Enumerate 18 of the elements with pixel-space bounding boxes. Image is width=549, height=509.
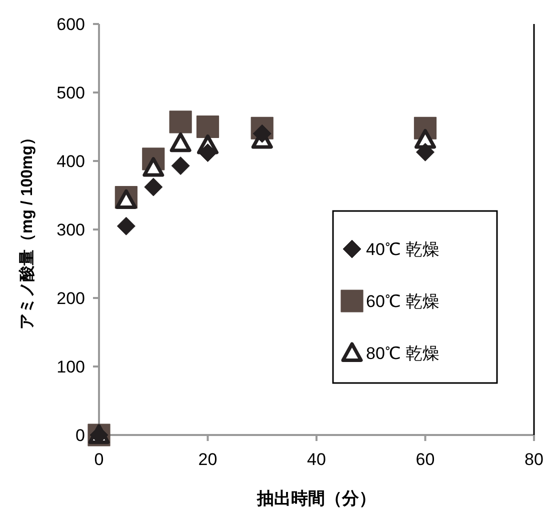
x-tick-label: 60: [416, 450, 435, 469]
y-tick-label: 0: [76, 426, 85, 445]
x-tick-label: 80: [524, 450, 544, 469]
y-tick-label: 100: [56, 358, 85, 376]
x-axis-title: 抽出時間（分）: [256, 489, 376, 508]
x-tick-label: 40: [307, 450, 326, 469]
legend-label: 60℃ 乾燥: [366, 292, 440, 311]
y-tick-label: 500: [56, 84, 85, 102]
legend-label: 80℃ 乾燥: [366, 344, 440, 363]
x-tick-label: 0: [94, 450, 104, 469]
y-axis-title: アミノ酸量（mg / 100mg）: [18, 129, 36, 330]
legend-label: 40℃ 乾燥: [366, 240, 440, 259]
legend: 40℃ 乾燥 60℃ 乾燥 80℃ 乾燥: [332, 210, 498, 384]
y-tick-label: 600: [56, 15, 85, 34]
y-tick-label: 400: [56, 152, 85, 171]
y-tick-label: 300: [56, 220, 85, 240]
y-tick-label: 200: [56, 289, 85, 308]
x-tick-label: 20: [198, 450, 218, 469]
